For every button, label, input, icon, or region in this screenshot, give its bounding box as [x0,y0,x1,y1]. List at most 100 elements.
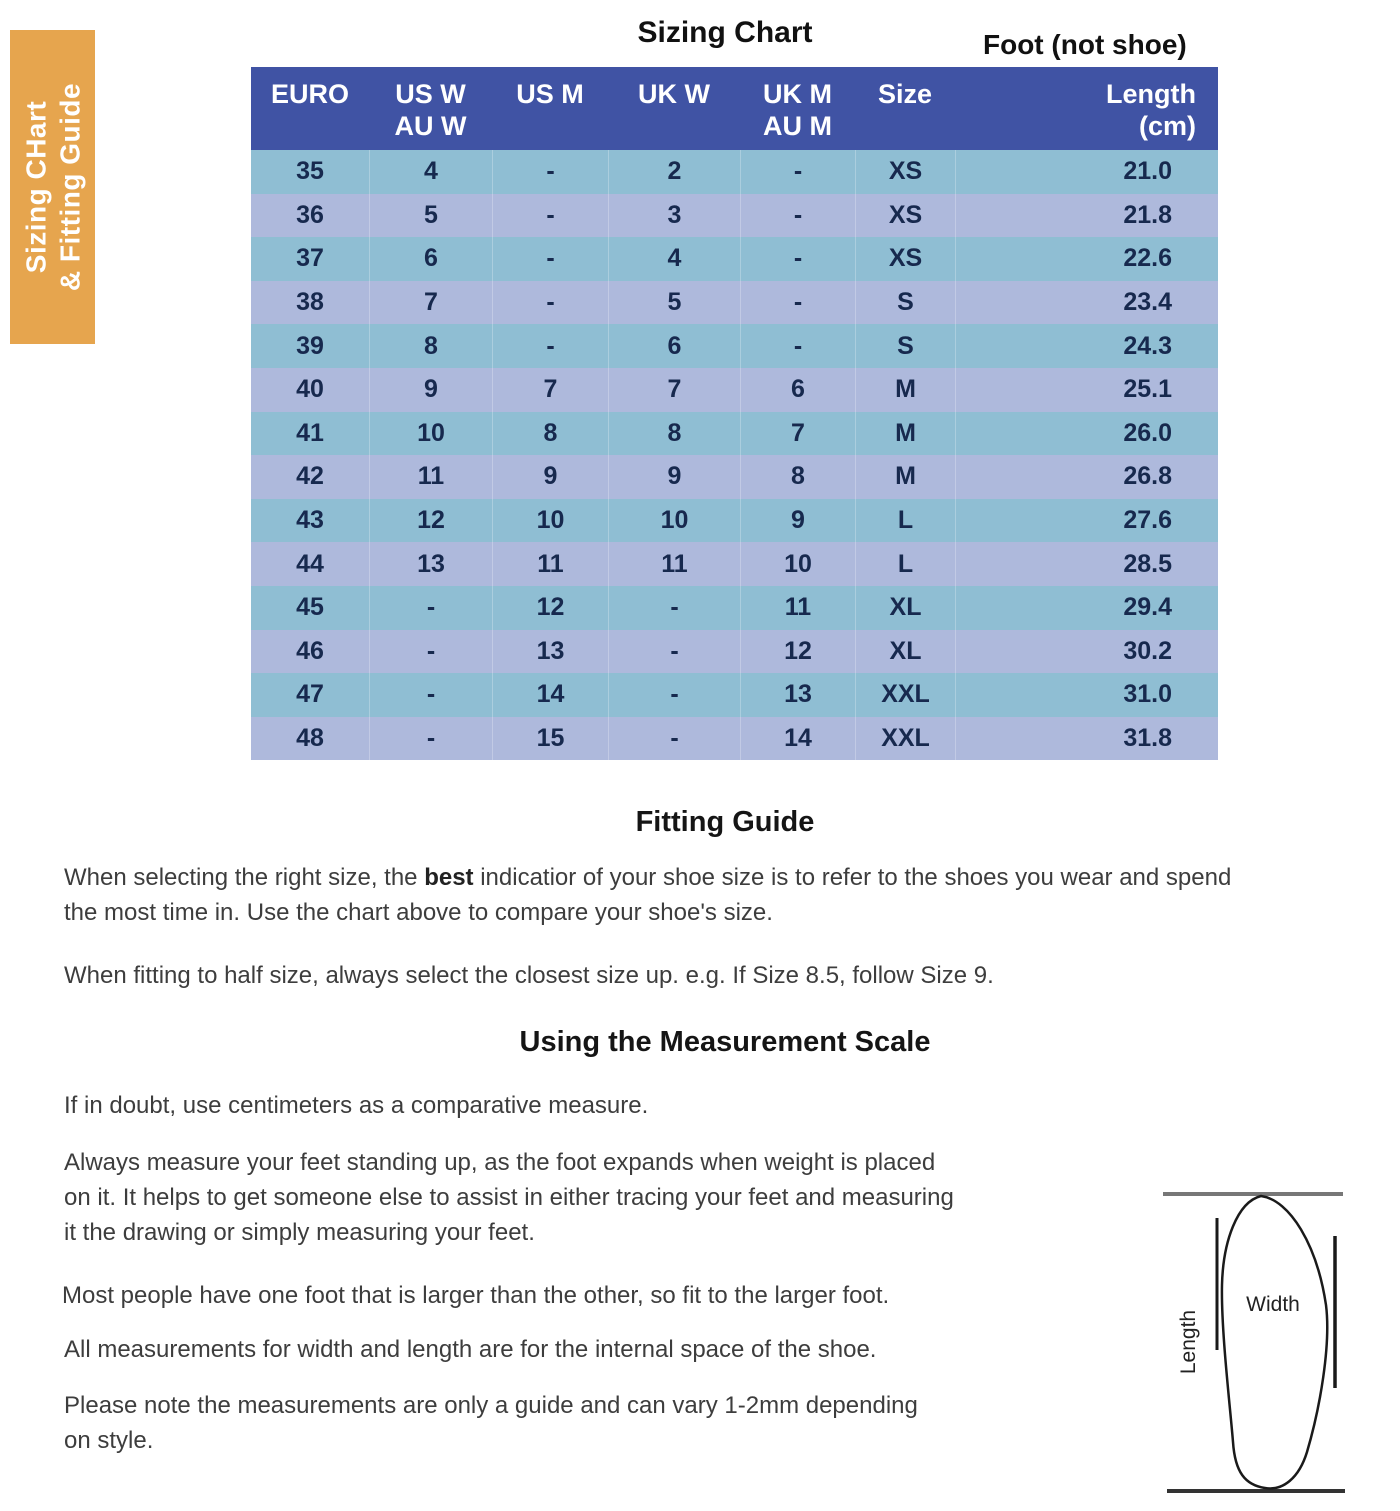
table-cell: 44 [296,549,324,578]
table-cell: 14 [740,716,855,761]
table-cell: 13 [492,629,608,674]
table-cell: 5 [608,280,740,325]
table-cell: 39 [296,331,324,360]
table-cell: - [740,150,855,194]
header-size: Size [855,67,955,150]
table-cell: 13 [369,542,492,586]
table-cell: 8 [740,455,855,499]
table-cell: M [855,367,955,412]
table-cell: 4 [608,237,740,281]
table-cell: 48 [296,724,324,753]
header-uk-w: UK W [608,67,740,150]
table-row: 37 6-4- XS 22.6 [251,237,1218,281]
table-cell: 24.3 [955,324,1218,368]
table-cell: 30.2 [955,629,1218,674]
table-cell: 26.8 [955,455,1218,499]
side-banner: Sizing CHart & Fitting Guide [10,30,95,344]
table-cell: XL [855,585,955,630]
measurement-scale-heading: Using the Measurement Scale [519,1026,931,1058]
table-cell: 8 [492,411,608,456]
table-row: 42 11 9 9 8 M 26.8 [251,455,1218,499]
table-row: 48-15-14 XXL 31.8 [251,716,1218,761]
table-cell: 2 [608,150,740,194]
table-cell: - [608,585,740,630]
foot-not-shoe-note: Foot (not shoe) [983,29,1187,60]
table-row: 44 13 11 11 10 L 28.5 [251,542,1218,586]
table-cell: 8 [369,324,492,368]
table-cell: 7 [740,411,855,456]
table-cell: 3 [608,193,740,238]
table-cell: 5 [369,193,492,238]
table-cell: - [492,150,608,194]
header-line: AU W [394,111,467,141]
measurement-paragraph-3: Most people have one foot that is larger… [62,1282,890,1309]
table-cell: S [855,280,955,325]
banner-line-2: & Fitting Guide [53,82,85,292]
table-cell: - [740,280,855,325]
table-cell: 11 [740,585,855,630]
table-cell: - [608,716,740,761]
table-cell: 10 [369,411,492,456]
table-row: 46-13-12 XL 30.2 [251,629,1218,674]
table-cell: 31.8 [955,716,1218,761]
table-cell: 12 [369,498,492,543]
table-cell: 31.0 [955,673,1218,717]
table-cell: L [855,498,955,543]
table-cell: 6 [369,237,492,281]
table-row: 35 4-2- XS 21.0 [251,150,1218,194]
header-us-w: US W AU W [369,67,492,150]
table-cell: - [740,324,855,368]
table-cell: - [492,324,608,368]
header-line: US W [395,79,466,109]
paragraph-text: indicatior of your shoe size is to refer… [64,864,1232,926]
table-cell: 23.4 [955,280,1218,325]
table-cell: 35 [296,157,324,186]
measurement-paragraph-2: Always measure your feet standing up, as… [64,1149,954,1246]
table-cell: M [855,411,955,456]
table-cell: - [740,237,855,281]
table-cell: 10 [740,542,855,586]
table-row: 45-12-11 XL 29.4 [251,585,1218,630]
table-cell: 14 [492,673,608,717]
header-line: UK W [638,79,710,109]
paragraph-text: When selecting the right size, the [64,864,425,891]
table-cell: - [369,629,492,674]
table-cell: 29.4 [955,585,1218,630]
table-cell: 10 [608,498,740,543]
table-cell: L [855,542,955,586]
table-cell: - [492,193,608,238]
table-cell: 9 [369,367,492,412]
measurement-paragraph-4: All measurements for width and length ar… [64,1336,877,1363]
table-cell: 9 [492,455,608,499]
table-cell: - [608,629,740,674]
table-cell: - [369,716,492,761]
header-line: Size [877,79,933,109]
foot-diagram-svg: Width Length [1163,1192,1345,1493]
table-cell: 25.1 [955,367,1218,412]
measurement-paragraph-1: If in doubt, use centimeters as a compar… [64,1092,649,1119]
table-cell: 40 [296,375,324,404]
header-line: US M [516,79,584,109]
foot-outline [1220,1194,1329,1490]
table-cell: 21.8 [955,193,1218,238]
table-cell: 22.6 [955,237,1218,281]
header-line: EURO [270,79,349,109]
table-cell: 46 [296,636,324,665]
table-cell: - [492,237,608,281]
header-euro: EURO [251,67,369,150]
table-cell: 15 [492,716,608,761]
header-line: AU M [763,111,832,141]
header-uk-m: UK M AU M [740,67,855,150]
table-cell: - [492,280,608,325]
header-line: UK M [763,79,832,109]
table-cell: 27.6 [955,498,1218,543]
table-row: 36 5-3- XS 21.8 [251,193,1218,238]
table-row: 38 7-5- S 23.4 [251,280,1218,325]
table-cell: 4 [369,150,492,194]
table-cell: 42 [296,462,324,491]
header-length-cm: Length (cm) [955,67,1218,150]
table-cell: 11 [369,455,492,499]
table-cell: XS [855,150,955,194]
table-row: 43 12 10 10 9 L 27.6 [251,498,1218,543]
